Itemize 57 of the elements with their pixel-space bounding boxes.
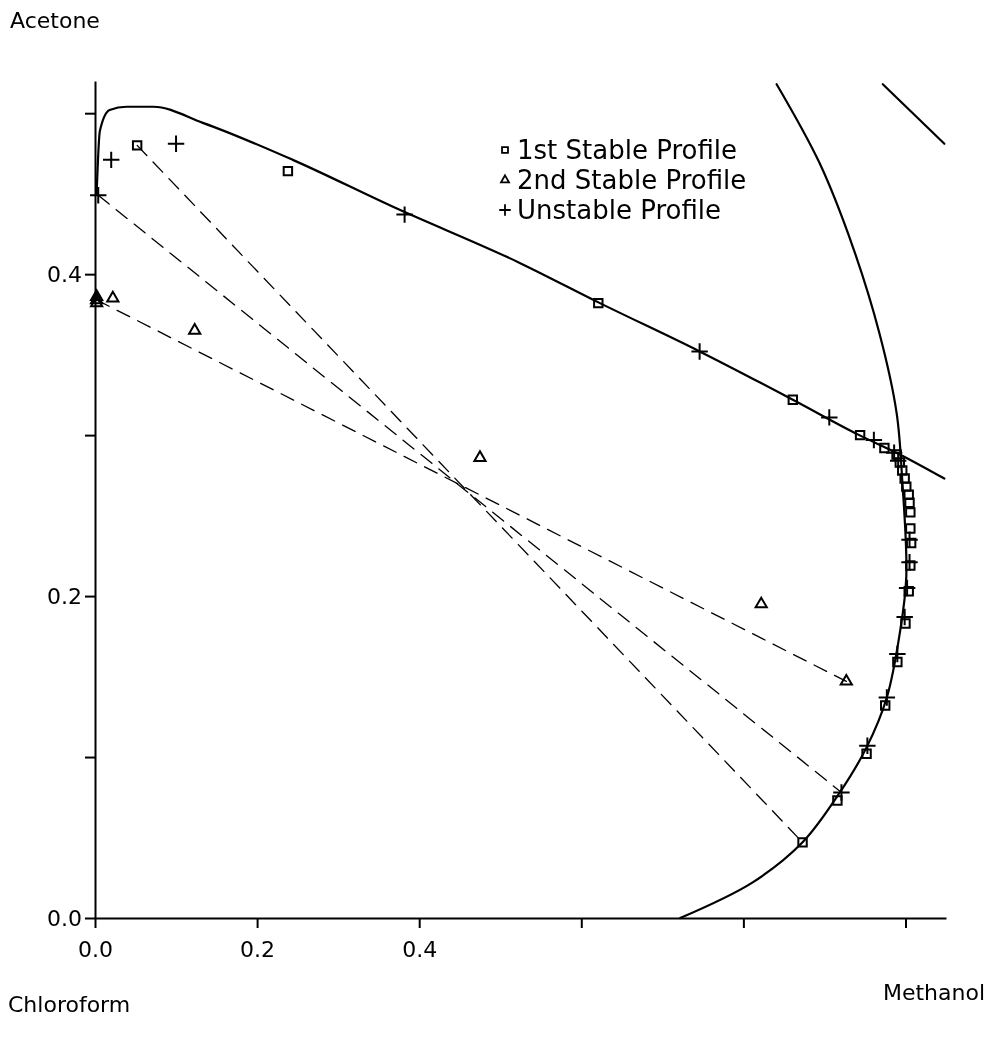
- x-tick-label: 0.4: [402, 937, 438, 963]
- point: [905, 560, 916, 571]
- point: [901, 481, 912, 492]
- y-axis-title: Acetone: [10, 8, 100, 33]
- point: [897, 578, 917, 598]
- point: [877, 688, 897, 707]
- legend-label: 1st Stable Profile: [517, 135, 738, 165]
- text: Chloroform: [8, 992, 131, 1017]
- point: [395, 205, 414, 224]
- point: [102, 150, 121, 170]
- legend-label: 2nd Stable Profile: [517, 165, 747, 195]
- y-tick-label: 0.4: [47, 261, 82, 287]
- point: [89, 186, 108, 205]
- y-tick-label: 0.0: [47, 905, 82, 931]
- point: [282, 165, 294, 177]
- point: [106, 290, 120, 303]
- point: [787, 394, 799, 405]
- point: [900, 553, 919, 572]
- point: [903, 489, 914, 500]
- point: [861, 748, 872, 760]
- point: [880, 700, 891, 711]
- point: [884, 443, 904, 463]
- point: [905, 537, 917, 549]
- point: [820, 408, 839, 427]
- point: [858, 736, 877, 755]
- point: [131, 140, 143, 151]
- point: [900, 618, 911, 629]
- x-axis-title: Methanol: [882, 980, 985, 1005]
- point: [832, 795, 843, 806]
- point: [899, 473, 910, 484]
- point: [897, 465, 908, 476]
- point: [473, 450, 487, 462]
- point: [797, 837, 808, 848]
- legend-label: Unstable Profile: [517, 195, 722, 225]
- point: [854, 429, 866, 441]
- x-tick-label: 0.2: [240, 937, 276, 963]
- point: [864, 430, 884, 450]
- point: [888, 644, 907, 664]
- point: [903, 586, 914, 597]
- point: [832, 783, 851, 802]
- point: [905, 523, 916, 534]
- x-tick-label: 0.0: [78, 937, 113, 963]
- point: [895, 607, 914, 627]
- point: [888, 451, 908, 471]
- point: [593, 297, 604, 309]
- point: [188, 323, 202, 335]
- point: [166, 134, 186, 153]
- point: [754, 596, 768, 609]
- y-tick-label: 0.2: [47, 583, 82, 609]
- point: [905, 507, 916, 518]
- point: [690, 342, 709, 361]
- point: [839, 673, 853, 686]
- point: [90, 289, 104, 301]
- point: [879, 442, 890, 454]
- point: [892, 656, 903, 668]
- point: [904, 497, 915, 508]
- point: [900, 530, 919, 549]
